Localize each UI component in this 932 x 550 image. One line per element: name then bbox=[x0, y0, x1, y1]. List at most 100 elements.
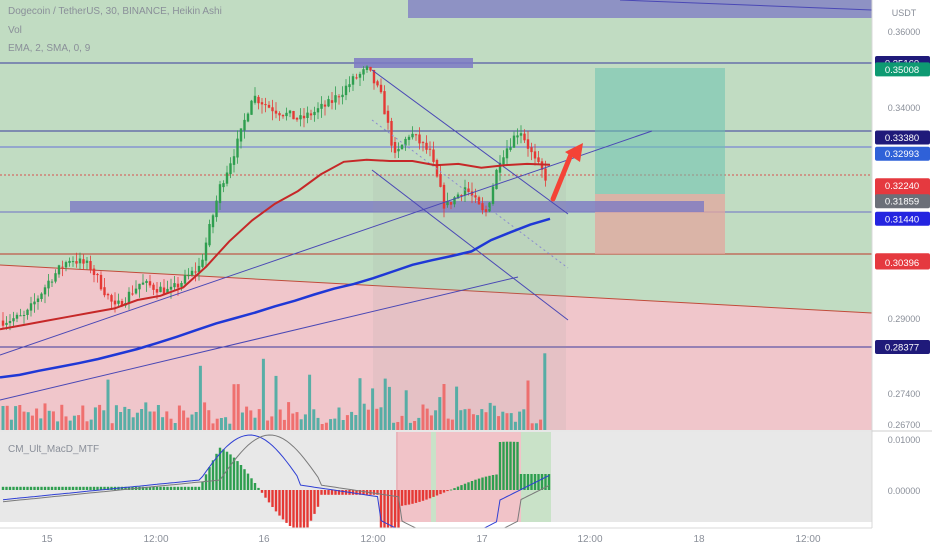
volume-bar bbox=[245, 406, 249, 430]
macd-histogram-bar bbox=[180, 486, 183, 490]
macd-histogram-bar bbox=[169, 486, 173, 490]
axis-tick-027400: 0.27400 bbox=[888, 389, 921, 399]
volume-bar bbox=[450, 419, 454, 430]
candle bbox=[390, 117, 393, 153]
candle bbox=[22, 310, 26, 324]
candle bbox=[89, 255, 92, 274]
candle bbox=[47, 274, 50, 297]
volume-bar bbox=[249, 410, 253, 430]
volume-bar bbox=[408, 422, 412, 430]
macd-histogram-bar bbox=[5, 486, 8, 490]
volume-bar bbox=[110, 423, 114, 430]
candle bbox=[341, 86, 344, 105]
macd-histogram-bar bbox=[152, 486, 155, 490]
macd-histogram-bar bbox=[390, 490, 393, 539]
macd-histogram-bar bbox=[530, 474, 533, 490]
volume-bar bbox=[421, 404, 425, 430]
macd-histogram-bar bbox=[414, 490, 418, 503]
candle bbox=[292, 110, 295, 120]
quote-currency-label: USDT bbox=[892, 8, 917, 18]
macd-histogram-bar bbox=[183, 486, 187, 490]
volume-bar bbox=[236, 384, 240, 430]
macd-histogram-bar bbox=[43, 486, 47, 490]
candle bbox=[15, 312, 19, 323]
macd-histogram-bar bbox=[488, 475, 491, 490]
candle bbox=[1, 312, 5, 329]
price-badge: 0.31859 bbox=[875, 194, 930, 209]
macd-histogram-bar bbox=[435, 490, 439, 496]
candle bbox=[57, 264, 61, 278]
volume-bar bbox=[102, 410, 106, 430]
candle bbox=[222, 180, 225, 193]
candle bbox=[243, 113, 246, 139]
candle bbox=[358, 71, 362, 86]
macd-histogram-bar bbox=[250, 478, 253, 490]
macd-histogram-bar bbox=[8, 486, 12, 490]
macd-histogram-bar bbox=[411, 490, 414, 504]
candle bbox=[264, 97, 267, 113]
volume-bar bbox=[85, 421, 89, 430]
volume-bar bbox=[299, 419, 303, 430]
candle bbox=[428, 141, 432, 157]
volume-bar bbox=[383, 378, 387, 430]
macd-histogram-bar bbox=[383, 490, 386, 535]
candle bbox=[99, 271, 103, 291]
macd-histogram-bar bbox=[253, 483, 257, 490]
axis-tick-034000: 0.34000 bbox=[888, 103, 921, 113]
volume-bar bbox=[513, 421, 517, 430]
volume-bar bbox=[463, 409, 467, 430]
candle bbox=[12, 311, 15, 328]
volume-bar bbox=[207, 410, 211, 430]
macd-histogram-bar bbox=[442, 490, 446, 493]
macd-histogram-bar bbox=[306, 490, 309, 528]
volume-bar bbox=[392, 422, 396, 430]
macd-histogram-bar bbox=[519, 474, 523, 490]
macd-histogram-bar bbox=[246, 473, 250, 490]
candle bbox=[404, 136, 407, 151]
macd-histogram-bar bbox=[176, 486, 180, 490]
volume-bar bbox=[366, 409, 370, 430]
candle bbox=[302, 108, 306, 128]
macd-histogram-bar bbox=[467, 482, 470, 490]
macd-histogram-bar bbox=[96, 486, 99, 490]
oscillator-label: CM_Ult_MacD_MTF bbox=[8, 444, 100, 455]
volume-bar bbox=[362, 403, 366, 430]
candle bbox=[537, 151, 540, 165]
price-badge: 0.33380 bbox=[875, 130, 930, 145]
candle bbox=[481, 197, 484, 215]
channel-mid-line bbox=[371, 119, 569, 269]
channel-lower-line bbox=[371, 169, 569, 321]
candle bbox=[267, 101, 271, 109]
macd-histogram-bar bbox=[187, 486, 190, 490]
volume-bar bbox=[459, 410, 463, 430]
volume-bar bbox=[358, 378, 362, 430]
macd-histogram-bar bbox=[281, 490, 285, 520]
volume-bar bbox=[203, 402, 207, 430]
volume-bar bbox=[543, 353, 547, 430]
volume-bar bbox=[190, 414, 194, 430]
macd-histogram-bar bbox=[421, 490, 425, 501]
volume-bar bbox=[127, 409, 131, 430]
candle bbox=[169, 278, 173, 299]
time-axis bbox=[0, 528, 932, 550]
volume-bar bbox=[492, 405, 496, 430]
volume-bar bbox=[396, 422, 400, 430]
candle bbox=[26, 308, 29, 320]
candle bbox=[232, 149, 236, 173]
candle bbox=[215, 195, 218, 222]
time-label-1200-c: 12:00 bbox=[577, 534, 602, 545]
macd-histogram-bar bbox=[103, 486, 106, 490]
channel-upper-line bbox=[371, 69, 569, 215]
macd-histogram-bar bbox=[428, 490, 432, 499]
macd-histogram-bar bbox=[274, 490, 278, 512]
macd-histogram-bar bbox=[127, 486, 131, 490]
macd-histogram-bar bbox=[358, 490, 362, 495]
volume-bar bbox=[198, 365, 202, 430]
macd-histogram-bar bbox=[355, 490, 358, 495]
candle bbox=[526, 131, 530, 157]
macd-histogram-bar bbox=[232, 457, 236, 490]
volume-bar bbox=[274, 375, 278, 430]
macd-histogram-bar bbox=[330, 490, 334, 495]
